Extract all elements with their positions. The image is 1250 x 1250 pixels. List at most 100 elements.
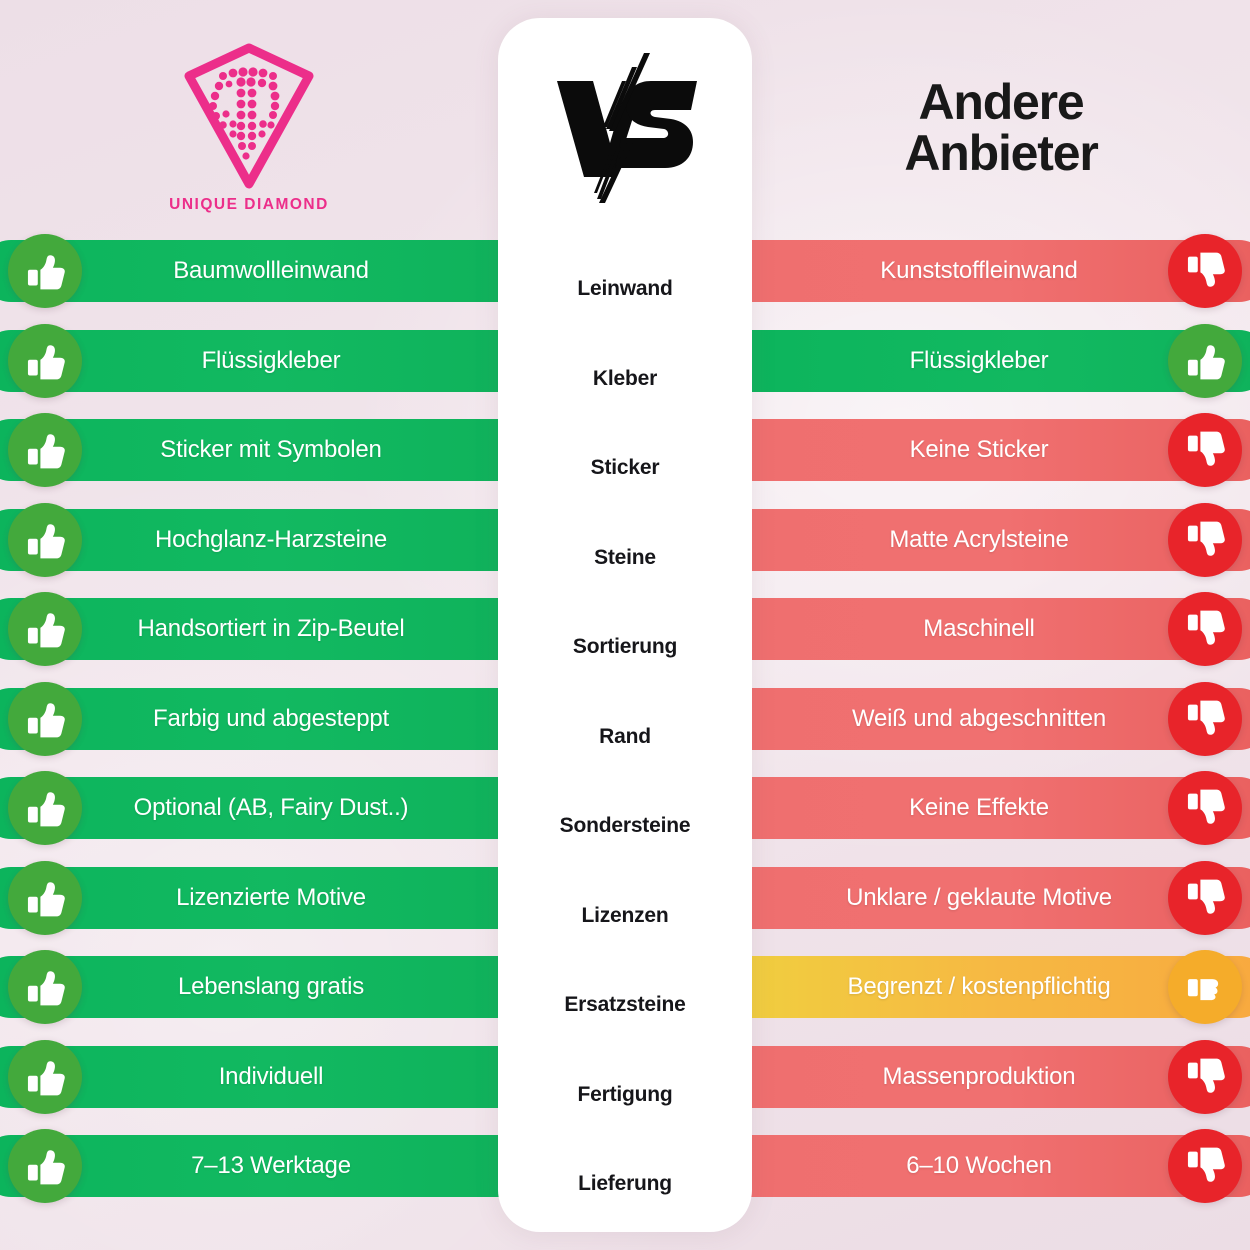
unique-diamond-cell: Individuell [0, 1046, 518, 1108]
unique-diamond-value: Hochglanz-Harzsteine [154, 526, 388, 553]
competitor-title-line2: Anbieter [904, 124, 1098, 181]
thumb-down-icon [1187, 879, 1225, 914]
thumb-up-icon [27, 1061, 65, 1096]
unique-diamond-status-badge [8, 324, 82, 398]
competitor-value: Maschinell [923, 615, 1035, 642]
thumb-up-icon [1187, 345, 1225, 380]
competitor-status-badge [1168, 413, 1242, 487]
feature-label: Lizenzen [581, 904, 669, 927]
thumb-side-icon [1187, 979, 1219, 1001]
center-feature-card: Leinwand Kleber Sticker Steine Sortierung Ran… [498, 18, 752, 1232]
unique-diamond-status-badge [8, 950, 82, 1024]
comparison-row: Optional (AB, Fairy Dust..) Keine Effekte [0, 771, 1250, 845]
thumb-up-icon [27, 1150, 65, 1185]
comparison-row: Lizenzierte Motive Unklare / geklaute Mot… [0, 861, 1250, 935]
competitor-title: Andere Anbieter [904, 76, 1098, 181]
thumb-up-icon [27, 882, 65, 917]
unique-diamond-value: Optional (AB, Fairy Dust..) [133, 794, 409, 821]
unique-diamond-cell: Lizenzierte Motive [0, 867, 518, 929]
competitor-cell: 6–10 Wochen [732, 1135, 1250, 1197]
unique-diamond-cell: Hochglanz-Harzsteine [0, 509, 518, 571]
competitor-cell: Matte Acrylsteine [732, 509, 1250, 571]
thumb-down-icon [1187, 700, 1225, 735]
competitor-status-badge [1168, 861, 1242, 935]
competitor-value: Keine Sticker [909, 436, 1049, 463]
unique-diamond-value: Flüssigkleber [201, 347, 341, 374]
comparison-row: Handsortiert in Zip-Beutel Maschinell [0, 592, 1250, 666]
feature-label: Sondersteine [559, 814, 691, 837]
thumb-up-icon [27, 434, 65, 469]
unique-diamond-value: Lizenzierte Motive [176, 884, 366, 911]
feature-label: Kleber [592, 367, 658, 390]
unique-diamond-cell: Lebenslang gratis [0, 956, 518, 1018]
competitor-value: Massenproduktion [882, 1063, 1076, 1090]
comparison-row: Lebenslang gratis Begrenzt / kostenpflich… [0, 950, 1250, 1024]
unique-diamond-value: Individuell [218, 1063, 324, 1090]
comparison-row: Sticker mit Symbolen Keine Sticker [0, 413, 1250, 487]
competitor-value: Matte Acrylsteine [889, 526, 1069, 553]
competitor-value: Weiß und abgeschnitten [852, 705, 1106, 732]
unique-diamond-cell: Sticker mit Symbolen [0, 419, 518, 481]
unique-diamond-cell: Optional (AB, Fairy Dust..) [0, 777, 518, 839]
feature-label: Leinwand [577, 277, 673, 300]
comparison-row: Farbig und abgesteppt Weiß und abgeschnit… [0, 682, 1250, 756]
competitor-status-badge [1168, 950, 1242, 1024]
feature-label: Steine [594, 546, 656, 569]
unique-diamond-cell: Handsortiert in Zip-Beutel [0, 598, 518, 660]
thumb-up-icon [27, 971, 65, 1006]
unique-diamond-status-badge [8, 234, 82, 308]
comparison-row: Individuell Massenproduktion [0, 1040, 1250, 1114]
thumb-down-icon [1187, 252, 1225, 287]
feature-label: Sortierung [572, 635, 678, 658]
thumb-down-icon [1187, 789, 1225, 824]
competitor-status-badge [1168, 771, 1242, 845]
feature-label: Rand [599, 725, 651, 748]
thumb-up-icon [27, 255, 65, 290]
thumb-down-icon [1187, 1147, 1225, 1182]
unique-diamond-value: 7–13 Werktage [191, 1152, 351, 1179]
comparison-row: Flüssigkleber Flüssigkleber [0, 324, 1250, 398]
unique-diamond-status-badge [8, 592, 82, 666]
competitor-cell: Keine Effekte [732, 777, 1250, 839]
competitor-status-badge [1168, 682, 1242, 756]
feature-label: Fertigung [577, 1083, 673, 1106]
comparison-row: Baumwollleinwand Kunststoffleinwand [0, 234, 1250, 308]
comparison-row: 7–13 Werktage 6–10 Wochen [0, 1129, 1250, 1203]
feature-label: Ersatzsteine [564, 993, 686, 1016]
unique-diamond-value: Baumwollleinwand [173, 257, 369, 284]
feature-label: Sticker [590, 456, 660, 479]
competitor-cell: Weiß und abgeschnitten [732, 688, 1250, 750]
competitor-status-badge [1168, 503, 1242, 577]
unique-diamond-value: Lebenslang gratis [177, 973, 365, 1000]
thumb-up-icon [27, 345, 65, 380]
diamond-shield-logo [184, 43, 314, 188]
competitor-value: Kunststoffleinwand [880, 257, 1078, 284]
unique-diamond-cell: 7–13 Werktage [0, 1135, 518, 1197]
thumb-up-icon [27, 703, 65, 738]
competitor-value: 6–10 Wochen [906, 1152, 1052, 1179]
competitor-cell: Massenproduktion [732, 1046, 1250, 1108]
unique-diamond-status-badge [8, 771, 82, 845]
thumb-down-icon [1187, 1058, 1225, 1093]
competitor-value: Unklare / geklaute Motive [846, 884, 1112, 911]
comparison-rows: Baumwollleinwand Kunststoffleinwand Flüssi… [0, 234, 1250, 1250]
competitor-cell: Unklare / geklaute Motive [732, 867, 1250, 929]
unique-diamond-value: Sticker mit Symbolen [160, 436, 382, 463]
unique-diamond-status-badge [8, 1129, 82, 1203]
vs-logo-wrap [498, 18, 752, 235]
competitor-cell: Maschinell [732, 598, 1250, 660]
thumb-down-icon [1187, 521, 1225, 556]
competitor-status-badge [1168, 1129, 1242, 1203]
feature-label-column: Leinwand Kleber Sticker Steine Sortierung Ran… [498, 258, 752, 1230]
competitor-value: Keine Effekte [909, 794, 1049, 821]
unique-diamond-cell: Farbig und abgesteppt [0, 688, 518, 750]
competitor-status-badge [1168, 592, 1242, 666]
competitor-status-badge [1168, 1040, 1242, 1114]
unique-diamond-status-badge [8, 413, 82, 487]
competitor-status-badge [1168, 234, 1242, 308]
competitor-cell: Flüssigkleber [732, 330, 1250, 392]
unique-diamond-cell: Flüssigkleber [0, 330, 518, 392]
competitor-cell: Kunststoffleinwand [732, 240, 1250, 302]
unique-diamond-value: Farbig und abgesteppt [153, 705, 389, 732]
thumb-up-icon [27, 792, 65, 827]
